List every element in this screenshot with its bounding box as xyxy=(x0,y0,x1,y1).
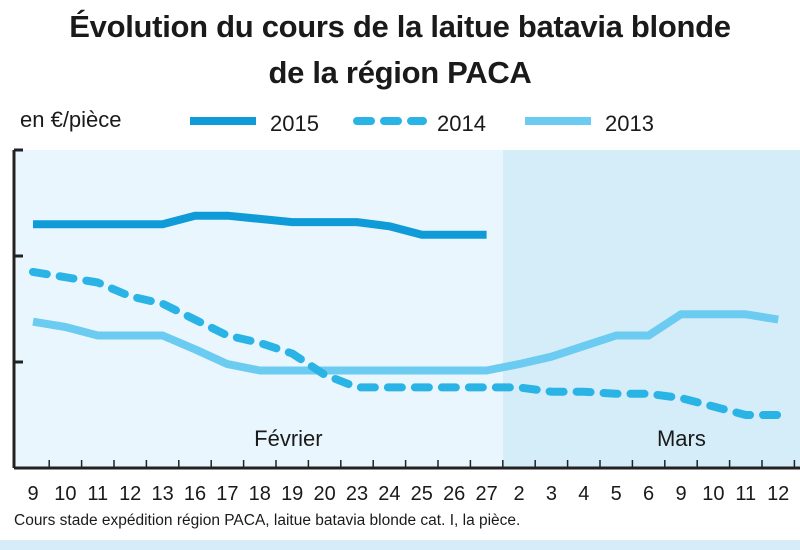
x-tick-label-16: 3 xyxy=(546,483,557,505)
x-tick-label-6: 17 xyxy=(216,483,238,505)
x-tick-label-14: 27 xyxy=(475,483,497,505)
series-line-2013 xyxy=(32,310,779,375)
x-tick-label-1: 10 xyxy=(54,483,76,505)
x-tick-label-12: 25 xyxy=(411,483,433,505)
x-tick-label-17: 4 xyxy=(578,483,589,505)
band-mars xyxy=(502,150,800,468)
source-footnote: Cours stade expédition région PACA, lait… xyxy=(14,512,521,529)
month-label-mars: Mars xyxy=(657,426,706,451)
band-fevrier xyxy=(14,150,503,468)
month-label-fevrier: Février xyxy=(254,426,322,451)
legend-label-2015: 2015 xyxy=(270,111,319,136)
x-tick-label-15: 2 xyxy=(513,483,524,505)
x-tick-label-8: 19 xyxy=(281,483,303,505)
x-tick-label-13: 26 xyxy=(443,483,465,505)
x-tick-label-4: 13 xyxy=(151,483,173,505)
series-line-2015 xyxy=(33,211,487,239)
y-axis-unit-label: en €/pièce xyxy=(20,107,122,132)
x-tick-label-2: 11 xyxy=(87,483,108,505)
chart-title-line-2: de la région PACA xyxy=(268,55,532,90)
x-tick-label-5: 16 xyxy=(184,483,206,505)
x-tick-label-21: 10 xyxy=(702,483,724,505)
series-line-2014 xyxy=(29,267,783,419)
legend-label-2013: 2013 xyxy=(605,111,654,136)
x-tick-label-18: 5 xyxy=(611,483,622,505)
x-tick-label-3: 12 xyxy=(119,483,141,505)
x-tick-label-0: 9 xyxy=(27,483,38,505)
chart-title-line-1: Évolution du cours de la laitue batavia … xyxy=(69,9,731,44)
legend-label-2014: 2014 xyxy=(437,111,486,136)
x-tick-label-9: 20 xyxy=(313,483,335,505)
x-tick-label-19: 6 xyxy=(643,483,654,505)
x-tick-label-11: 24 xyxy=(378,483,400,505)
x-tick-label-23: 12 xyxy=(767,483,789,505)
x-tick-label-22: 11 xyxy=(735,483,756,505)
x-tick-label-7: 18 xyxy=(249,483,271,505)
x-tick-label-10: 23 xyxy=(346,483,368,505)
x-tick-label-20: 9 xyxy=(675,483,686,505)
bottom-band xyxy=(0,540,800,550)
